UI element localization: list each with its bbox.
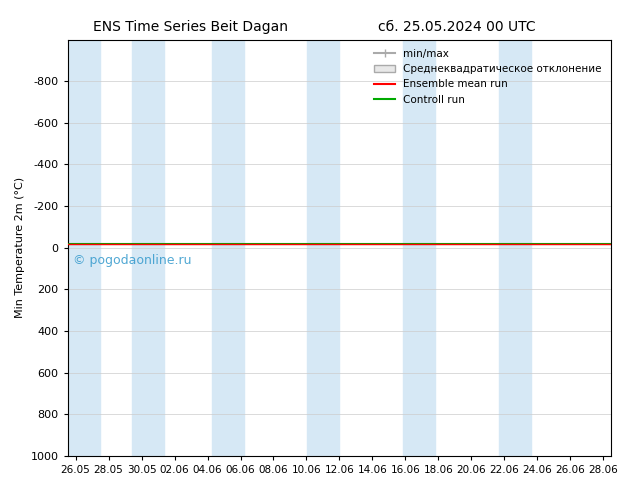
Text: сб. 25.05.2024 00 UTC: сб. 25.05.2024 00 UTC [378,20,535,34]
Bar [500,40,531,456]
Bar [307,40,339,456]
Bar [68,40,100,456]
Bar [403,40,436,456]
Y-axis label: Min Temperature 2m (°C): Min Temperature 2m (°C) [15,177,25,318]
Bar [212,40,243,456]
Bar [132,40,164,456]
Legend: min/max, Среднеквадратическое отклонение, Ensemble mean run, Controll run: min/max, Среднеквадратическое отклонение… [370,45,606,109]
Text: ENS Time Series Beit Dagan: ENS Time Series Beit Dagan [93,20,288,34]
Text: © pogodaonline.ru: © pogodaonline.ru [73,254,191,267]
